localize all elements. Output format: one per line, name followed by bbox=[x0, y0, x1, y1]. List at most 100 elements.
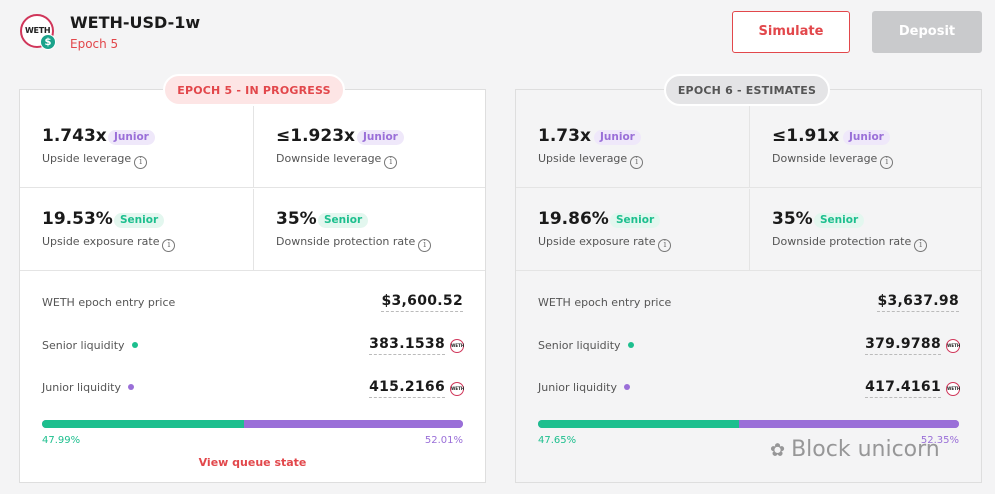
senior-liquidity-label: Senior liquidity bbox=[538, 339, 634, 352]
pool-epoch: Epoch 5 bbox=[70, 37, 119, 51]
divider bbox=[516, 270, 981, 271]
page-header: WETH $ WETH-USD-1w Epoch 5 Simulate Depo… bbox=[0, 0, 995, 70]
upside-exposure-cell: 19.53% Senior Upside exposure rate i bbox=[20, 189, 253, 271]
entry-price-label: WETH epoch entry price bbox=[538, 296, 672, 309]
deposit-button[interactable]: Deposit bbox=[872, 11, 982, 53]
weth-pool-logo-icon: WETH $ bbox=[20, 14, 56, 50]
upside-leverage-label-text: Upside leverage bbox=[42, 152, 132, 165]
senior-badge: Senior bbox=[318, 213, 369, 228]
senior-liquidity-segment bbox=[538, 420, 739, 428]
weth-logo-ring: WETH bbox=[20, 14, 54, 48]
weth-logo-text: WETH bbox=[25, 26, 51, 35]
upside-exposure-label: Upside exposure rate i bbox=[42, 235, 176, 252]
senior-liquidity-segment bbox=[42, 420, 245, 428]
weth-token-icon: WETH bbox=[946, 382, 960, 396]
upside-exposure-value: 19.53% bbox=[42, 209, 113, 229]
senior-badge: Senior bbox=[114, 213, 165, 228]
senior-percentage: 47.65% bbox=[538, 435, 577, 446]
junior-liquidity-label: Junior liquidity bbox=[538, 381, 630, 394]
estimates-epoch-card: EPOCH 6 - ESTIMATES 1.73x Junior Upside … bbox=[515, 74, 982, 483]
info-icon[interactable]: i bbox=[630, 156, 644, 169]
senior-liquidity-value[interactable]: 379.9788 bbox=[865, 336, 941, 355]
senior-liquidity-label-text: Senior liquidity bbox=[538, 339, 621, 352]
simulate-button[interactable]: Simulate bbox=[732, 11, 850, 53]
entry-price-value[interactable]: $3,600.52 bbox=[381, 293, 463, 312]
info-icon[interactable]: i bbox=[914, 239, 928, 252]
senior-badge: Senior bbox=[610, 213, 661, 228]
upside-leverage-label-text: Upside leverage bbox=[538, 152, 628, 165]
divider bbox=[20, 270, 485, 271]
junior-liquidity-value[interactable]: 417.4161 bbox=[865, 379, 941, 398]
upside-leverage-cell: 1.743x Junior Upside leverage i bbox=[20, 106, 253, 188]
current-epoch-pill: EPOCH 5 - IN PROGRESS bbox=[163, 74, 345, 106]
downside-leverage-value: ≤1.923x bbox=[276, 126, 355, 146]
info-icon[interactable]: i bbox=[134, 156, 148, 169]
senior-percentage: 47.99% bbox=[42, 435, 81, 446]
info-icon[interactable]: i bbox=[162, 239, 176, 252]
junior-liquidity-label: Junior liquidity bbox=[42, 381, 134, 394]
weth-token-icon: WETH bbox=[450, 382, 464, 396]
current-epoch-card: EPOCH 5 - IN PROGRESS 1.743x Junior Upsi… bbox=[19, 74, 486, 483]
junior-badge: Junior bbox=[108, 130, 155, 145]
senior-liquidity-label-text: Senior liquidity bbox=[42, 339, 125, 352]
weth-token-icon: WETH bbox=[450, 339, 464, 353]
junior-dot-icon bbox=[127, 384, 134, 390]
entry-price-label: WETH epoch entry price bbox=[42, 296, 176, 309]
downside-leverage-cell: ≤1.923x Junior Downside leverage i bbox=[253, 106, 486, 188]
downside-leverage-value: ≤1.91x bbox=[772, 126, 840, 146]
downside-protection-label-text: Downside protection rate bbox=[276, 235, 416, 248]
downside-protection-label: Downside protection rate i bbox=[772, 235, 928, 252]
info-icon[interactable]: i bbox=[418, 239, 432, 252]
downside-leverage-label: Downside leverage i bbox=[276, 152, 398, 169]
entry-price-value[interactable]: $3,637.98 bbox=[877, 293, 959, 312]
junior-dot-icon bbox=[623, 384, 630, 390]
upside-exposure-cell: 19.86% Senior Upside exposure rate i bbox=[516, 189, 749, 271]
junior-liquidity-label-text: Junior liquidity bbox=[538, 381, 617, 394]
divider bbox=[20, 187, 485, 188]
downside-protection-value: 35% bbox=[772, 209, 813, 229]
upside-exposure-value: 19.86% bbox=[538, 209, 609, 229]
info-icon[interactable]: i bbox=[880, 156, 894, 169]
view-queue-state-link[interactable]: View queue state bbox=[198, 456, 307, 469]
upside-exposure-label-text: Upside exposure rate bbox=[42, 235, 160, 248]
downside-protection-value: 35% bbox=[276, 209, 317, 229]
junior-percentage: 52.01% bbox=[424, 435, 463, 446]
downside-leverage-label: Downside leverage i bbox=[772, 152, 894, 169]
estimates-epoch-pill: EPOCH 6 - ESTIMATES bbox=[664, 74, 830, 106]
dollar-coin-icon: $ bbox=[40, 34, 56, 50]
senior-dot-icon bbox=[131, 342, 138, 348]
downside-protection-cell: 35% Senior Downside protection rate i bbox=[749, 189, 982, 271]
junior-badge: Junior bbox=[594, 130, 641, 145]
upside-exposure-label-text: Upside exposure rate bbox=[538, 235, 656, 248]
junior-liquidity-value[interactable]: 415.2166 bbox=[369, 379, 445, 398]
watermark: ✿ Block unicorn bbox=[770, 437, 940, 462]
downside-leverage-label-text: Downside leverage bbox=[772, 152, 878, 165]
upside-leverage-label: Upside leverage i bbox=[538, 152, 644, 169]
downside-protection-cell: 35% Senior Downside protection rate i bbox=[253, 189, 486, 271]
pool-title: WETH-USD-1w bbox=[70, 13, 201, 32]
upside-leverage-value: 1.73x bbox=[538, 126, 591, 146]
senior-liquidity-label: Senior liquidity bbox=[42, 339, 138, 352]
downside-leverage-cell: ≤1.91x Junior Downside leverage i bbox=[749, 106, 982, 188]
senior-liquidity-value[interactable]: 383.1538 bbox=[369, 336, 445, 355]
upside-exposure-label: Upside exposure rate i bbox=[538, 235, 672, 252]
junior-percentage: 52.35% bbox=[920, 435, 959, 446]
liquidity-split-bar bbox=[538, 420, 959, 428]
weth-token-icon: WETH bbox=[946, 339, 960, 353]
watermark-text: Block unicorn bbox=[791, 437, 940, 462]
junior-badge: Junior bbox=[843, 130, 890, 145]
downside-protection-label-text: Downside protection rate bbox=[772, 235, 912, 248]
downside-leverage-label-text: Downside leverage bbox=[276, 152, 382, 165]
upside-leverage-cell: 1.73x Junior Upside leverage i bbox=[516, 106, 749, 188]
upside-leverage-label: Upside leverage i bbox=[42, 152, 148, 169]
senior-dot-icon bbox=[627, 342, 634, 348]
info-icon[interactable]: i bbox=[658, 239, 672, 252]
downside-protection-label: Downside protection rate i bbox=[276, 235, 432, 252]
junior-liquidity-segment bbox=[738, 420, 959, 428]
divider bbox=[516, 187, 981, 188]
senior-badge: Senior bbox=[814, 213, 865, 228]
junior-liquidity-segment bbox=[244, 420, 463, 428]
junior-badge: Junior bbox=[357, 130, 404, 145]
wechat-icon: ✿ bbox=[770, 440, 786, 461]
info-icon[interactable]: i bbox=[384, 156, 398, 169]
